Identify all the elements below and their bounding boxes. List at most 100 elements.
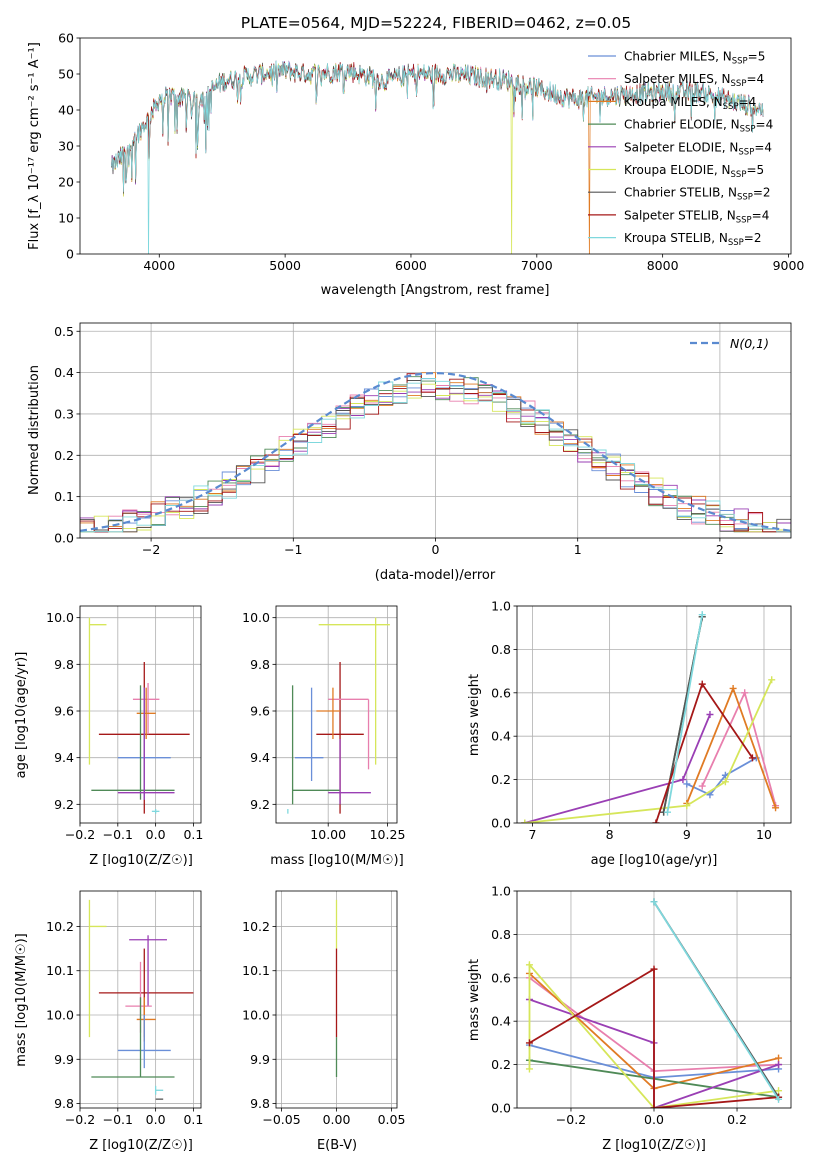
legend-sub: SSP [736,215,752,225]
series-point [768,676,776,684]
mass-weight-vs-Z-ytick-label: 1.0 [491,884,511,899]
age-vs-Z-xlabel: Z [log10(Z/Z☉)] [89,853,193,868]
residuals-ytick-label: 0.0 [54,531,74,546]
age-vs-mass-ytick-label: 9.2 [250,797,270,812]
legend-label: Salpeter MILES, NSSP=4 [624,72,764,89]
chart-mass-vs-Z: −0.2 −0.1 0.0 0.1 9.8 9.9 10.0 10.1 10.2 Z [log10… [14,890,203,1153]
legend-count: =4 [746,72,764,86]
legend-label: Kroupa MILES, NSSP=4 [624,95,756,112]
age-vs-mass-ytick-label: 9.6 [250,704,270,719]
series-point [775,1061,783,1069]
mass-weight-vs-age-xtick-label: 7 [528,827,536,842]
mass-vs-Z-ylabel: mass [log10(M/M☉)] [14,933,29,1066]
mass-vs-EBV-xtick-label: 0.05 [378,1112,406,1127]
chart-spectrum: 4000 5000 6000 7000 8000 9000 0 10 20 30 40 50 60 wav… [27,31,804,299]
mass-vs-EBV-ytick-label: 10.1 [242,963,270,978]
mass-weight-vs-Z-ylabel: mass weight [467,959,482,1041]
spectrum-ylabel: Flux [f_λ 10⁻¹⁷ erg cm⁻² s⁻¹ A⁻¹] [27,42,42,250]
legend-label: N(0,1) [730,336,769,351]
residuals-xlabel: (data-model)/error [375,568,496,583]
age-vs-mass-ytick-label: 10.0 [242,610,270,625]
residuals-xtick-label: −1 [284,542,302,557]
residuals-ytick-label: 0.4 [54,365,74,380]
mass-weight-vs-age-ytick-label: 0.4 [491,729,511,744]
panels: 4000 5000 6000 7000 8000 90000102030405060wav… [14,31,804,1154]
legend-series-name: Chabrier STELIB, N [624,186,737,200]
chart-age-vs-mass: 10.00 10.25 9.2 9.4 9.6 9.8 10.0 mass [log10(M/… [242,605,406,868]
mass-weight-vs-age-xtick-label: 10 [756,827,772,842]
age-vs-mass-xtick-label: 10.00 [310,827,346,842]
series-point [772,804,780,812]
mass-vs-EBV-frame [275,890,398,1109]
mass-weight-vs-age-ytick-label: 0.8 [491,642,511,657]
spectrum-ytick-label: 60 [58,31,74,46]
chart-mass-weight-vs-age: 7 8 9 10 0.0 0.2 0.4 0.6 0.8 1.0 age [log10(age/yr… [467,599,792,868]
legend-label: Kroupa STELIB, NSSP=2 [624,231,762,248]
mass-weight-vs-Z-ytick-label: 0.4 [491,1014,511,1029]
legend-series-name: Kroupa MILES, N [624,95,723,109]
spectrum-xtick-label: 5000 [269,258,301,273]
chart-mass-weight-vs-Z: −0.2 0.0 0.2 0.0 0.2 0.4 0.6 0.8 1.0 Z [log10(Z/Z… [467,884,792,1153]
series-point [698,782,706,790]
series-point [775,1095,783,1103]
mass-vs-EBV-ytick-label: 9.9 [250,1052,270,1067]
spectrum-xtick-label: 7000 [521,258,553,273]
age-vs-mass-ytick-label: 9.8 [250,657,270,672]
mass-vs-Z-ytick-label: 10.2 [46,919,74,934]
age-vs-Z-xtick-label: 0.1 [183,827,203,842]
series-point [729,684,737,692]
series-point [706,711,714,718]
residuals-frame [79,322,792,539]
spectrum-ytick-label: 10 [58,211,74,226]
mass-weight-vs-age-ytick-label: 0.2 [491,772,511,787]
age-vs-Z-plot [88,617,190,814]
mass-weight-vs-Z-plot [525,898,783,1108]
mass-vs-Z-plot [88,899,194,1100]
histogram-salpeter-stelib [80,373,791,538]
age-vs-Z-ytick-label: 9.8 [54,657,74,672]
age-vs-Z-ytick-label: 10.0 [46,610,74,625]
mass-weight-vs-age-frame [516,605,792,824]
series-point [698,680,706,688]
spectrum-plot [111,60,764,254]
normal-curve [80,371,791,532]
age-vs-Z-ytick-label: 9.2 [54,797,74,812]
series-point [683,780,691,788]
mass-weight-vs-Z-ytick-label: 0.0 [491,1101,511,1116]
mass-vs-Z-xtick-label: 0.1 [183,1112,203,1127]
mass-weight-vs-age-xtick-label: 8 [606,827,614,842]
legend-label: Chabrier ELODIE, NSSP=4 [624,118,773,135]
mass-vs-Z-frame [79,890,202,1109]
legend-label: Chabrier STELIB, NSSP=2 [624,186,771,203]
series-line-kroupa-elodie [524,679,773,823]
residuals-ytick-label: 0.3 [54,406,74,421]
mass-vs-Z-xtick-label: −0.2 [65,1112,95,1127]
spectrum-xtick-label: 4000 [143,258,175,273]
legend-count: =5 [748,50,766,64]
legend-sub: SSP [737,193,753,203]
residuals-xtick-label: −2 [142,542,160,557]
series-line-kroupa-elodie [528,962,779,1108]
series-point [652,819,660,823]
mass-weight-vs-Z-xlabel: Z [log10(Z/Z☉)] [602,1138,706,1153]
legend-count: =4 [739,95,757,109]
mass-vs-EBV-xtick-label: 0.00 [323,1112,351,1127]
series-point [683,802,691,810]
series-point [775,1087,783,1095]
residuals-ytick-label: 0.1 [54,489,74,504]
mass-vs-EBV-ytick-label: 9.8 [250,1096,270,1111]
age-vs-mass-xlabel: mass [log10(M/M☉)] [270,853,403,868]
series-point [650,898,658,906]
series-point [706,791,714,799]
mass-vs-EBV-ytick-label: 10.2 [242,919,270,934]
spectrum-frame [79,37,792,255]
legend-label: Chabrier MILES, NSSP=5 [624,50,765,67]
mass-weight-vs-age-xtick-label: 9 [683,827,691,842]
chart-mass-vs-EBV: −0.05 0.00 0.05 9.8 9.9 10.0 10.1 10.2 E(B-V) [242,890,406,1153]
series-point [525,961,533,969]
mass-vs-Z-ytick-label: 10.0 [46,1008,74,1023]
age-vs-mass-xtick-label: 10.25 [370,827,406,842]
mass-weight-vs-age-ylabel: mass weight [467,674,482,756]
series-point [664,808,672,816]
mass-weight-vs-age-plot [521,611,780,823]
